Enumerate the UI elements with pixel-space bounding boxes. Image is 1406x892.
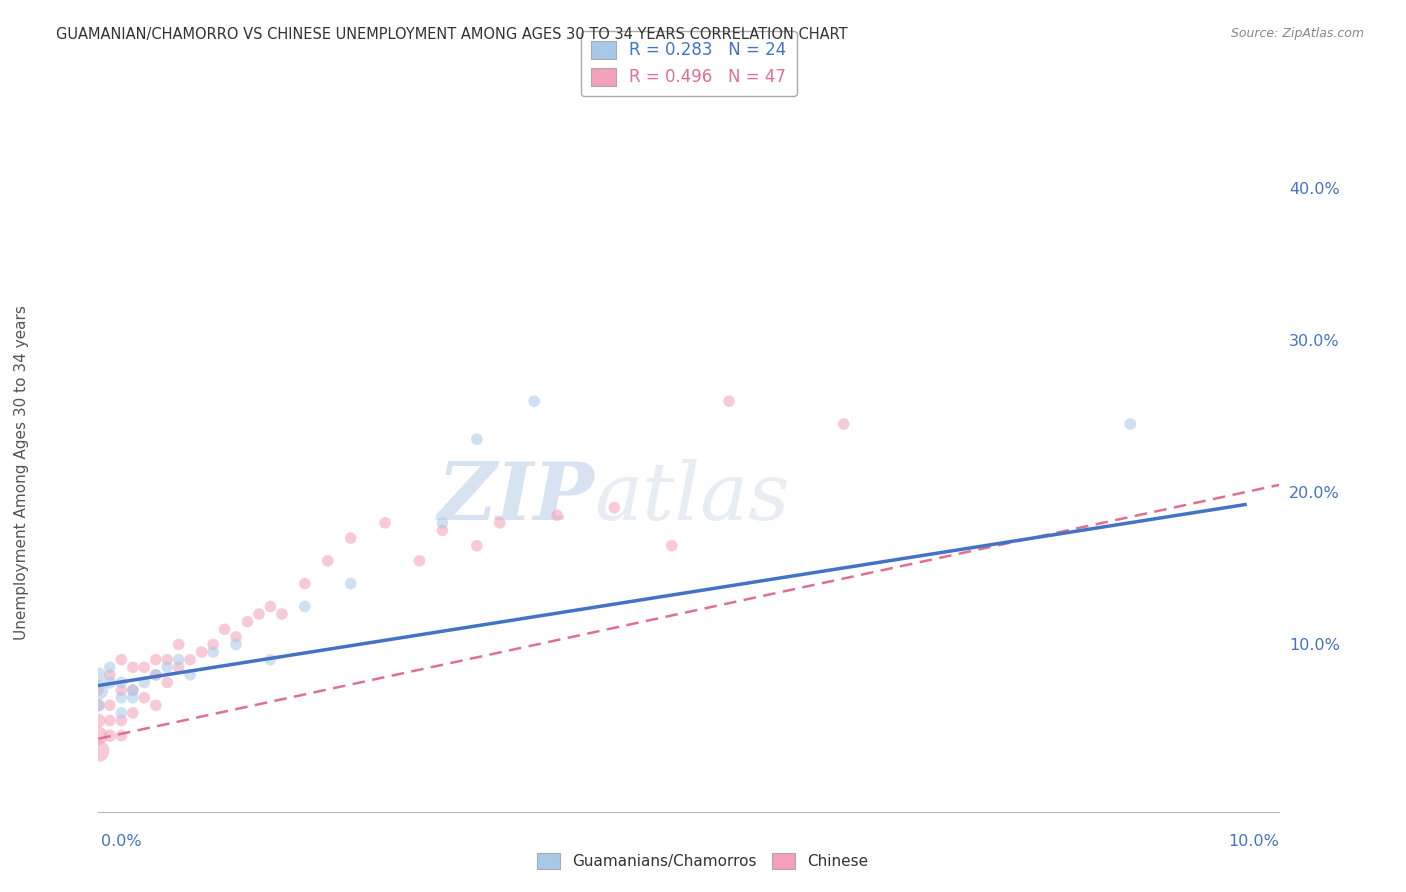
Point bbox=[87, 698, 110, 713]
Point bbox=[259, 653, 281, 667]
Point bbox=[202, 637, 225, 651]
Point bbox=[87, 668, 110, 682]
Point bbox=[432, 516, 454, 530]
Point bbox=[202, 645, 225, 659]
Point bbox=[167, 653, 190, 667]
Point bbox=[145, 668, 167, 682]
Point bbox=[603, 500, 626, 515]
Text: Unemployment Among Ages 30 to 34 years: Unemployment Among Ages 30 to 34 years bbox=[14, 305, 28, 640]
Point bbox=[214, 622, 236, 636]
Point bbox=[121, 690, 143, 705]
Text: 0.0%: 0.0% bbox=[101, 834, 142, 849]
Point bbox=[156, 653, 179, 667]
Point bbox=[167, 660, 190, 674]
Point bbox=[98, 668, 121, 682]
Point bbox=[134, 690, 156, 705]
Point bbox=[145, 668, 167, 682]
Point bbox=[110, 706, 132, 720]
Point bbox=[110, 690, 132, 705]
Point bbox=[316, 554, 339, 568]
Legend: Guamanians/Chamorros, Chinese: Guamanians/Chamorros, Chinese bbox=[531, 847, 875, 875]
Text: 10.0%: 10.0% bbox=[1229, 834, 1279, 849]
Point bbox=[236, 615, 259, 629]
Point bbox=[270, 607, 292, 621]
Point bbox=[374, 516, 396, 530]
Point bbox=[488, 516, 510, 530]
Point bbox=[294, 599, 316, 614]
Point bbox=[87, 714, 110, 728]
Point bbox=[87, 698, 110, 713]
Point bbox=[225, 637, 247, 651]
Point bbox=[661, 539, 683, 553]
Point bbox=[110, 653, 132, 667]
Point bbox=[110, 683, 132, 698]
Text: ZIP: ZIP bbox=[437, 458, 595, 536]
Point bbox=[145, 698, 167, 713]
Point bbox=[294, 576, 316, 591]
Point bbox=[98, 698, 121, 713]
Point bbox=[98, 714, 121, 728]
Point bbox=[87, 729, 110, 743]
Point bbox=[121, 660, 143, 674]
Point bbox=[121, 683, 143, 698]
Point bbox=[832, 417, 855, 431]
Point bbox=[1119, 417, 1142, 431]
Point bbox=[134, 675, 156, 690]
Point bbox=[546, 508, 568, 523]
Point bbox=[98, 729, 121, 743]
Point bbox=[98, 660, 121, 674]
Point bbox=[247, 607, 270, 621]
Point bbox=[465, 539, 488, 553]
Point bbox=[98, 675, 121, 690]
Point bbox=[87, 683, 110, 698]
Point bbox=[110, 729, 132, 743]
Point bbox=[339, 531, 361, 545]
Text: Source: ZipAtlas.com: Source: ZipAtlas.com bbox=[1230, 27, 1364, 40]
Point bbox=[225, 630, 247, 644]
Point bbox=[523, 394, 546, 409]
Point bbox=[718, 394, 741, 409]
Point bbox=[121, 706, 143, 720]
Point bbox=[259, 599, 281, 614]
Point bbox=[87, 683, 110, 698]
Point bbox=[179, 668, 201, 682]
Point bbox=[121, 683, 143, 698]
Point bbox=[167, 637, 190, 651]
Text: atlas: atlas bbox=[595, 458, 790, 536]
Point bbox=[465, 432, 488, 446]
Point bbox=[432, 524, 454, 538]
Point bbox=[145, 653, 167, 667]
Point bbox=[87, 744, 110, 758]
Point bbox=[408, 554, 430, 568]
Point bbox=[190, 645, 212, 659]
Point bbox=[156, 660, 179, 674]
Point bbox=[156, 675, 179, 690]
Legend: R = 0.283   N = 24, R = 0.496   N = 47: R = 0.283 N = 24, R = 0.496 N = 47 bbox=[581, 30, 797, 96]
Text: GUAMANIAN/CHAMORRO VS CHINESE UNEMPLOYMENT AMONG AGES 30 TO 34 YEARS CORRELATION: GUAMANIAN/CHAMORRO VS CHINESE UNEMPLOYME… bbox=[56, 27, 848, 42]
Point bbox=[339, 576, 361, 591]
Point bbox=[179, 653, 201, 667]
Point bbox=[134, 660, 156, 674]
Point bbox=[110, 675, 132, 690]
Point bbox=[110, 714, 132, 728]
